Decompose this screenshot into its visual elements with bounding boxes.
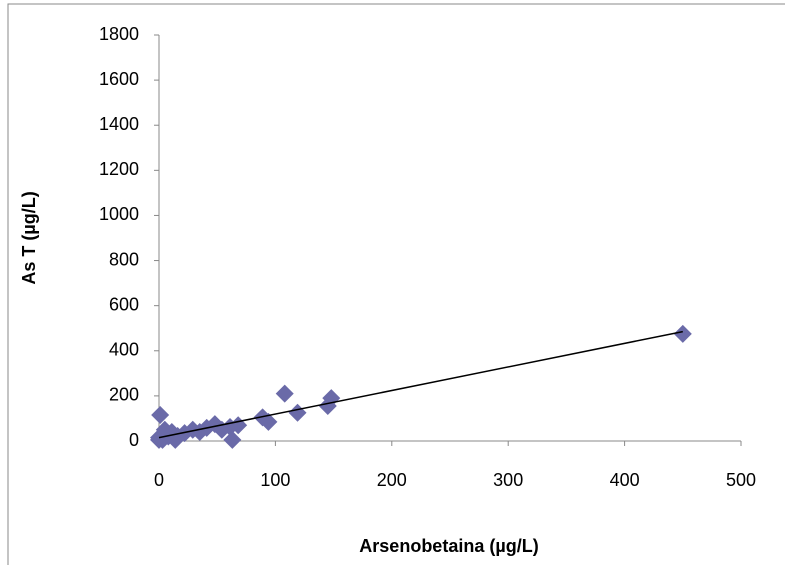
x-tick-label: 200 bbox=[377, 470, 407, 490]
y-tick-label: 800 bbox=[109, 249, 139, 269]
y-tick-label: 1600 bbox=[99, 69, 139, 89]
y-tick-label: 200 bbox=[109, 385, 139, 405]
point bbox=[673, 324, 692, 343]
point bbox=[151, 406, 170, 425]
point bbox=[275, 384, 294, 403]
y-tick-label: 1800 bbox=[99, 24, 139, 44]
x-tick-label: 400 bbox=[610, 470, 640, 490]
point bbox=[259, 412, 278, 431]
point bbox=[150, 430, 168, 449]
x-tick-label: 500 bbox=[726, 470, 756, 490]
point bbox=[322, 389, 341, 408]
x-tick-label: 300 bbox=[493, 470, 523, 490]
y-tick-label: 1400 bbox=[99, 114, 139, 134]
y-tick-label: 1200 bbox=[99, 159, 139, 179]
y-tick-label: 600 bbox=[109, 294, 139, 314]
y-tick-label: 1000 bbox=[99, 204, 139, 224]
y-axis-title: As T (µg/L) bbox=[19, 191, 39, 284]
y-tick-label: 400 bbox=[109, 340, 139, 360]
chart-frame bbox=[7, 3, 785, 565]
point bbox=[223, 430, 242, 449]
trendline bbox=[158, 330, 683, 439]
x-axis-title: Arsenobetaina (µg/L) bbox=[359, 536, 538, 556]
x-tick-label: 0 bbox=[154, 470, 164, 490]
y-tick-label: 0 bbox=[129, 430, 139, 450]
point bbox=[288, 403, 307, 422]
x-tick-label: 100 bbox=[260, 470, 290, 490]
